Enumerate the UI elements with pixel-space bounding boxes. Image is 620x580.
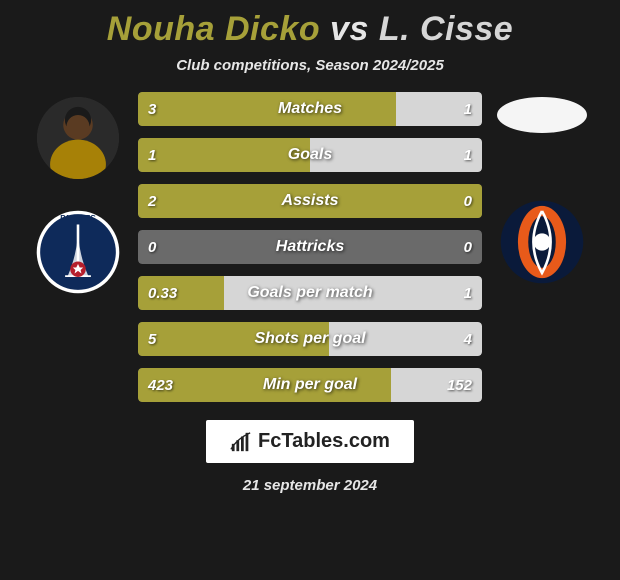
- stat-p2-value: 1: [464, 147, 472, 164]
- stat-row: 0 0 Hattricks: [138, 230, 482, 264]
- stat-p2-value: 4: [464, 331, 472, 348]
- page-title: Nouha Dicko vs L. Cisse: [107, 10, 513, 49]
- brand-text: FcTables.com: [258, 430, 390, 453]
- bar-p1: [138, 138, 310, 172]
- stat-row: 1 1 Goals: [138, 138, 482, 172]
- stat-p2-value: 1: [464, 285, 472, 302]
- player2-flag: [497, 97, 587, 133]
- right-column: [482, 92, 602, 285]
- stat-label: Hattricks: [276, 238, 344, 256]
- bar-p1: [138, 92, 396, 126]
- stat-label: Goals: [288, 146, 332, 164]
- stat-p1-value: 1: [148, 147, 156, 164]
- comparison-card: Nouha Dicko vs L. Cisse Club competition…: [0, 0, 620, 580]
- stat-label: Shots per goal: [254, 330, 365, 348]
- player1-club-badge: PARIS FC: [35, 209, 121, 295]
- stat-row: 0.33 1 Goals per match: [138, 276, 482, 310]
- bar-p2: [310, 138, 482, 172]
- date-text: 21 september 2024: [243, 477, 377, 494]
- player2-name: L. Cisse: [379, 10, 513, 48]
- stat-p1-value: 5: [148, 331, 156, 348]
- footer: FcTables.com 21 september 2024: [206, 420, 414, 494]
- stat-row: 423 152 Min per goal: [138, 368, 482, 402]
- stat-label: Min per goal: [263, 376, 357, 394]
- subtitle: Club competitions, Season 2024/2025: [176, 57, 444, 74]
- stat-p1-value: 2: [148, 193, 156, 210]
- stat-label: Assists: [282, 192, 339, 210]
- player1-name: Nouha Dicko: [107, 10, 320, 48]
- svg-text:PARIS FC: PARIS FC: [60, 213, 96, 222]
- stat-p2-value: 0: [464, 193, 472, 210]
- stat-row: 2 0 Assists: [138, 184, 482, 218]
- stat-p2-value: 0: [464, 239, 472, 256]
- main-area: PARIS FC 3 1 Matches 1 1 Goals 2 0 Assists 0 0 Hatt…: [0, 92, 620, 402]
- stats-table: 3 1 Matches 1 1 Goals 2 0 Assists 0 0 Hattricks 0.33…: [138, 92, 482, 402]
- stat-p1-value: 423: [148, 377, 173, 394]
- player1-avatar: [37, 97, 119, 179]
- chart-icon: [230, 431, 252, 453]
- brand-badge: FcTables.com: [206, 420, 414, 463]
- stat-label: Goals per match: [247, 284, 372, 302]
- player2-club-badge: [499, 199, 585, 285]
- stat-p2-value: 152: [447, 377, 472, 394]
- stat-row: 5 4 Shots per goal: [138, 322, 482, 356]
- stat-p1-value: 0.33: [148, 285, 177, 302]
- stat-row: 3 1 Matches: [138, 92, 482, 126]
- stat-label: Matches: [278, 100, 342, 118]
- stat-p2-value: 1: [464, 101, 472, 118]
- vs-text: vs: [330, 10, 369, 48]
- left-column: PARIS FC: [18, 92, 138, 295]
- stat-p1-value: 3: [148, 101, 156, 118]
- stat-p1-value: 0: [148, 239, 156, 256]
